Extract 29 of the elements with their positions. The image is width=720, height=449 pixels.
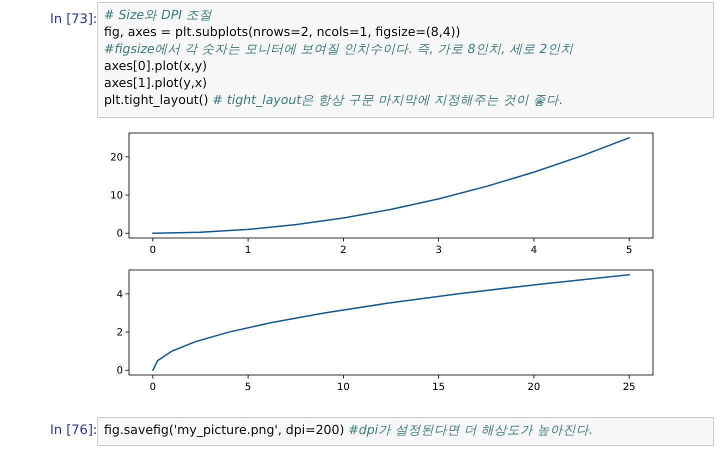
x-tick-label: 0 [150, 382, 156, 393]
text: # Size와 DPI 조절 [104, 7, 212, 22]
x-tick-label: 0 [150, 245, 156, 256]
y-tick-label: 10 [110, 190, 123, 202]
text: In [76]: [50, 423, 98, 438]
text: fig, axes = plt.subplots(nrows=2, ncols=1, figsize=(8,4)) [104, 23, 462, 40]
x-tick-label: 4 [530, 245, 538, 256]
x-tick-label: 25 [622, 382, 636, 393]
x-tick-label: 2 [340, 245, 347, 256]
line-series [152, 137, 630, 234]
x-tick-label: 10 [336, 382, 350, 393]
text: In [73]: [50, 12, 98, 27]
text: fig.savefig('my_picture.png', dpi=200) #dpi가 설정된다면 더 해상도가 높아진다. [104, 422, 594, 437]
x-tick-label: 1 [244, 245, 252, 256]
y-tick-label: 0 [116, 366, 123, 377]
text: axes[1].plot(y,x) [104, 74, 208, 91]
x-tick-label: 5 [244, 382, 252, 393]
text: plt.tight_layout() # tight_layout은 항상 구문 마지막에 지정해주는 것이 좋다. [104, 92, 564, 107]
y-tick-label: 4 [116, 289, 123, 300]
x-tick-label: 15 [432, 382, 446, 393]
x-tick-label: 20 [528, 382, 540, 393]
x-tick-label: 3 [435, 245, 442, 256]
line-series [152, 274, 630, 371]
text: #figsize에서 각 숫자는 모니터에 보여질 인치수이다. 즉, 가로 8인치, 세로 2인치 [104, 41, 574, 56]
x-tick-label: 5 [626, 245, 632, 256]
text: axes[0].plot(x,y) [104, 57, 208, 74]
y-tick-label: 0 [116, 228, 123, 240]
y-tick-label: 2 [116, 328, 123, 339]
y-tick-label: 20 [110, 152, 123, 164]
